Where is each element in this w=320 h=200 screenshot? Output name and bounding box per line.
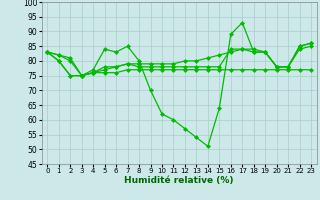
X-axis label: Humidité relative (%): Humidité relative (%) xyxy=(124,176,234,185)
